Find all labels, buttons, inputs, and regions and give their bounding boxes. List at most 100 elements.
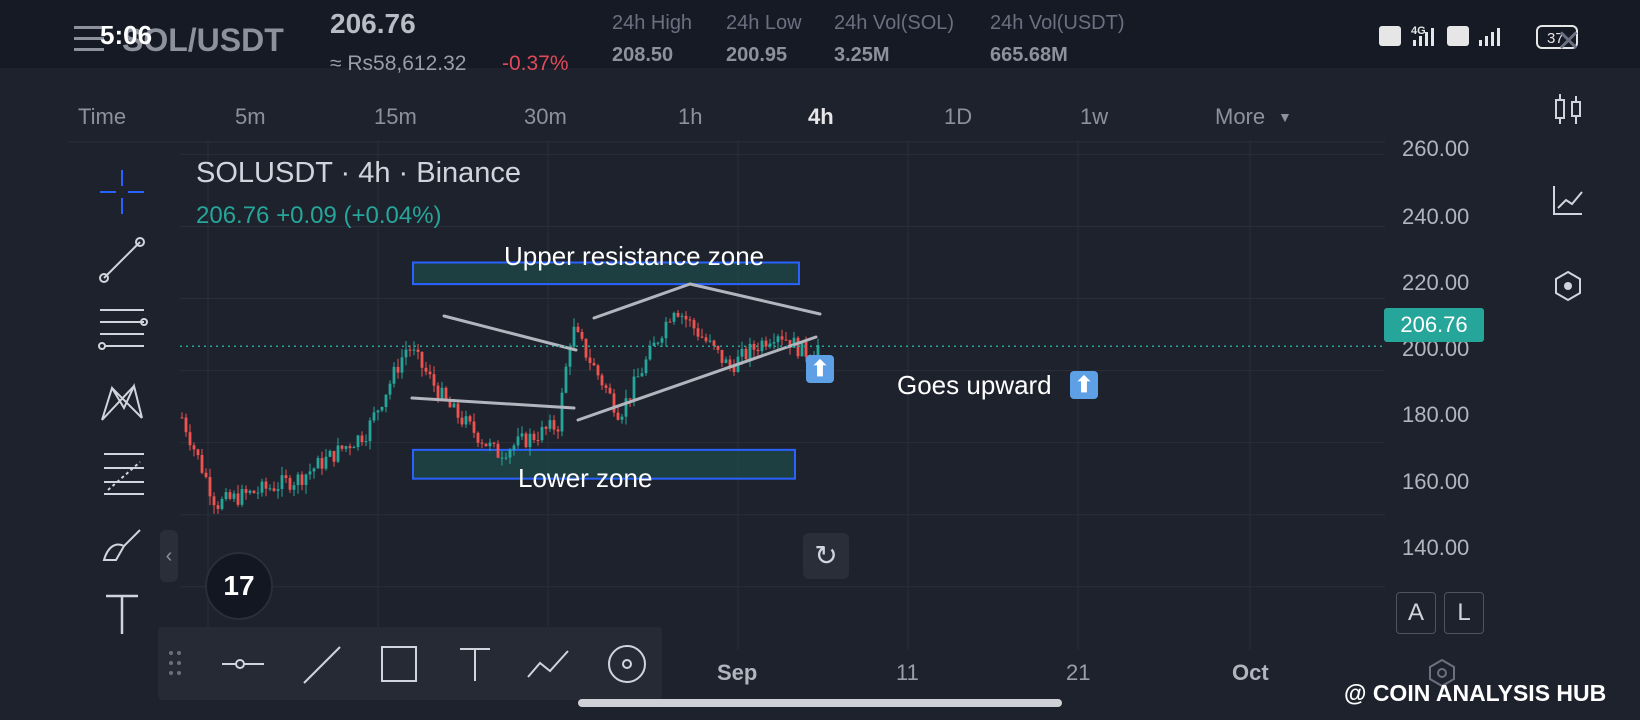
x-tick-11: 11: [896, 660, 919, 685]
drag-handle-icon[interactable]: [164, 639, 188, 689]
candle-body: [204, 472, 208, 478]
brush-icon[interactable]: [94, 516, 150, 572]
chevron-down-icon[interactable]: ▼: [1278, 109, 1292, 125]
battery-icon: [1536, 25, 1578, 49]
candle-body: [664, 321, 668, 339]
candle-body: [572, 326, 576, 347]
battery-level: 37: [1547, 30, 1564, 47]
home-indicator[interactable]: [578, 699, 1062, 707]
volte-icon-2: [1447, 26, 1469, 46]
candle-body: [564, 366, 568, 393]
line-tool-icon[interactable]: [296, 639, 346, 689]
chart-title: SOLUSDT · 4h · Binance: [196, 157, 522, 189]
close-icon[interactable]: ✕: [1556, 25, 1582, 58]
signal-icon-2: [1479, 28, 1500, 46]
candle-body: [708, 340, 712, 342]
candle-body: [652, 342, 656, 346]
settings-hex-icon[interactable]: [1548, 266, 1588, 306]
candle-body: [756, 349, 760, 352]
text-tool-icon[interactable]: [94, 586, 150, 642]
last-price-tag: 206.76: [1384, 308, 1484, 342]
candle-body: [360, 435, 364, 443]
text-tool-bottom-icon[interactable]: [450, 639, 500, 689]
candle-body: [636, 376, 640, 378]
candle-body: [200, 455, 204, 473]
watermark: @ COIN ANALYSIS HUB: [1344, 680, 1607, 706]
tab-1d[interactable]: 1D: [944, 104, 973, 129]
candle-type-icon[interactable]: [1548, 90, 1588, 130]
tradingview-logo[interactable]: 17: [205, 552, 273, 620]
pair-symbol[interactable]: SOL/USDT: [122, 22, 284, 58]
tab-30m[interactable]: 30m: [524, 104, 567, 129]
price-chart[interactable]: [0, 140, 1640, 680]
path-tool-icon[interactable]: [524, 639, 574, 689]
candle-body: [400, 357, 404, 373]
candle-body: [348, 446, 352, 449]
candle-body: [560, 392, 564, 432]
candle-body: [712, 340, 716, 346]
candle-body: [608, 387, 612, 394]
candle-body: [632, 376, 636, 400]
tab-1h[interactable]: 1h: [678, 104, 703, 129]
log-scale-button[interactable]: L: [1444, 592, 1484, 634]
candle-body: [308, 471, 312, 475]
tab-1w[interactable]: 1w: [1080, 104, 1109, 129]
trend-line-icon[interactable]: [94, 232, 150, 288]
settings-gear-icon[interactable]: [1424, 656, 1460, 690]
candle-body: [520, 433, 524, 437]
candle-body: [284, 475, 288, 478]
goes-upward-label: Goes upward: [897, 370, 1052, 400]
signal-icon: [1413, 28, 1434, 46]
fib-retracement-icon[interactable]: [94, 300, 150, 356]
volte-icon: [1379, 26, 1401, 46]
candle-body: [776, 336, 780, 343]
candle-body: [516, 436, 520, 446]
candle-body: [604, 385, 608, 388]
candle-body: [192, 445, 196, 450]
auto-scale-button[interactable]: A: [1396, 592, 1436, 634]
candle-body: [788, 339, 792, 348]
top-bar: [0, 0, 1640, 68]
x-tick-21: 21: [1066, 660, 1091, 685]
candle-body: [228, 492, 232, 499]
candle-body: [628, 398, 632, 400]
lower-zone-label: Lower zone: [518, 463, 653, 493]
candle-body: [744, 348, 748, 360]
timeframe-bar: Time 5m 15m 30m 1h 4h 1D 1w More ▼: [68, 92, 1398, 132]
candle-body: [468, 416, 472, 422]
y-tick-220: 220.00: [1402, 270, 1470, 295]
tab-time[interactable]: Time: [78, 104, 127, 129]
crosshair-icon[interactable]: [94, 164, 150, 220]
candlestick-series: [180, 309, 820, 514]
candle-body: [184, 417, 188, 433]
candle-body: [500, 457, 504, 459]
candle-body: [432, 374, 436, 386]
stat-value-high: 208.50: [612, 44, 674, 66]
pattern-icon[interactable]: [94, 374, 150, 430]
candle-body: [488, 442, 492, 447]
prediction-icon[interactable]: [94, 444, 150, 500]
indicators-icon[interactable]: [1548, 180, 1588, 220]
horizontal-ray-icon[interactable]: [218, 639, 268, 689]
candle-body: [696, 328, 700, 337]
stat-label-high: 24h High: [612, 12, 693, 34]
candle-body: [568, 346, 572, 367]
collapse-toolbar-button[interactable]: ‹: [160, 530, 178, 582]
reset-chart-button[interactable]: ↻: [803, 533, 849, 579]
menu-icon[interactable]: [74, 24, 108, 54]
candle-body: [656, 342, 660, 344]
status-time: 5:06: [100, 20, 153, 50]
circle-tool-icon[interactable]: [602, 639, 652, 689]
price-change: -0.37%: [502, 52, 569, 75]
rectangle-tool-icon[interactable]: [374, 639, 424, 689]
tab-more[interactable]: More: [1215, 104, 1266, 129]
candle-body: [300, 474, 304, 485]
tab-15m[interactable]: 15m: [374, 104, 417, 129]
candle-body: [584, 338, 588, 358]
tab-5m[interactable]: 5m: [235, 104, 266, 129]
candle-body: [768, 343, 772, 347]
stat-value-low: 200.95: [726, 44, 788, 66]
price-zone: [412, 448, 796, 480]
tab-4h[interactable]: 4h: [808, 104, 834, 129]
candle-body: [720, 349, 724, 363]
